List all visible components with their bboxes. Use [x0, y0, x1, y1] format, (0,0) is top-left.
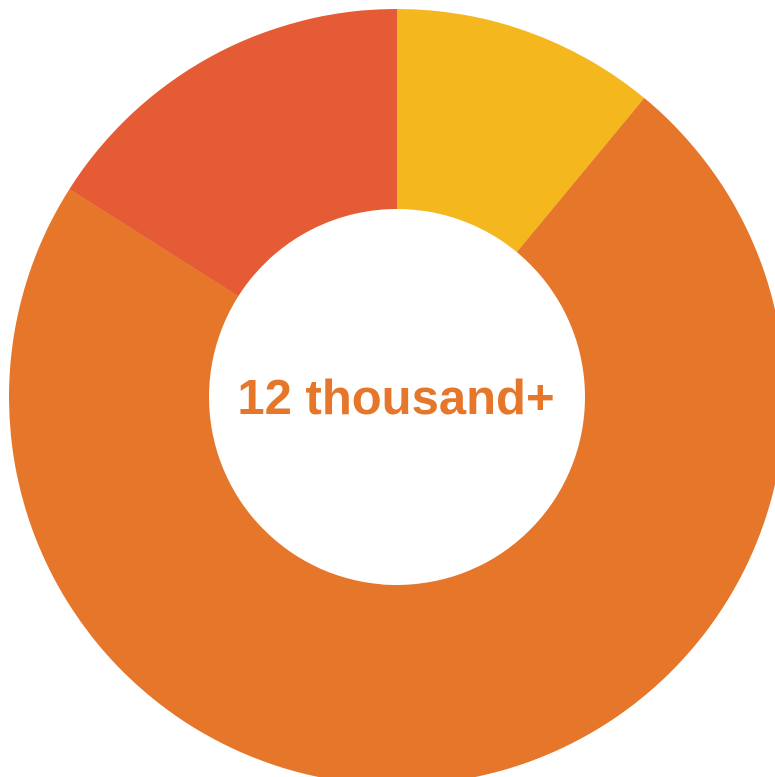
center-label: 12 thousand+ — [196, 366, 596, 430]
